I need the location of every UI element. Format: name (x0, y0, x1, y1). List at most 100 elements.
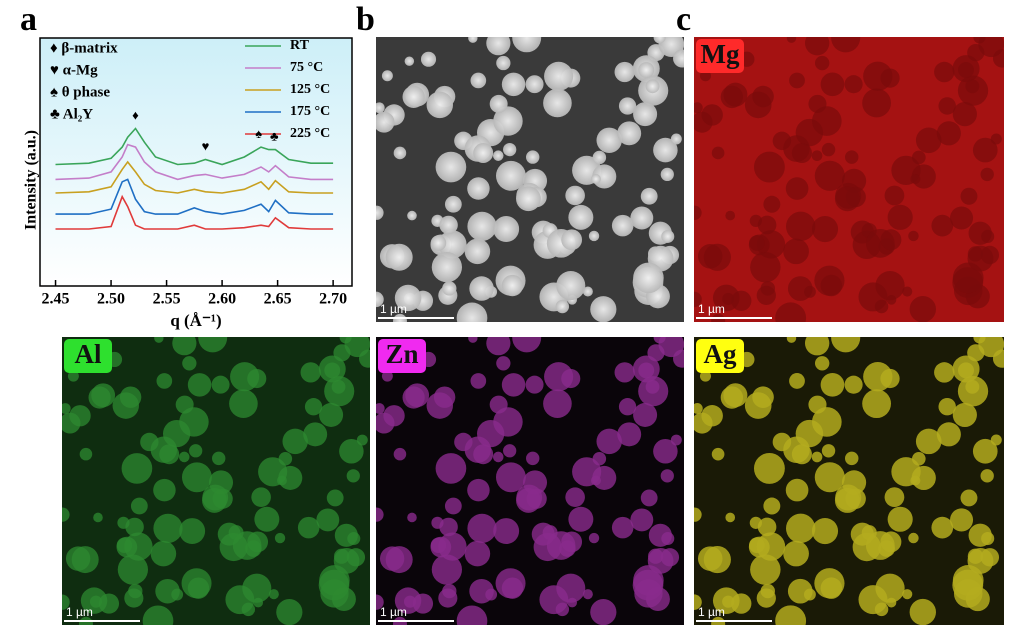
particle (617, 422, 642, 447)
particle (694, 205, 702, 220)
particle (960, 489, 978, 507)
particle (393, 146, 407, 160)
particle (565, 185, 585, 206)
particle (694, 507, 702, 522)
element-label: Mg (701, 39, 740, 69)
particle (319, 565, 350, 596)
particle (438, 532, 467, 561)
particle (670, 133, 682, 145)
particle (670, 434, 682, 446)
particle (359, 349, 370, 368)
particle (750, 251, 781, 283)
particle (744, 91, 772, 119)
particle (402, 85, 425, 109)
particle (596, 428, 622, 455)
data-line (55, 178, 334, 215)
particle (376, 412, 395, 434)
particle (501, 577, 524, 599)
particle (915, 127, 942, 154)
particle (808, 395, 827, 414)
particle (304, 398, 323, 416)
particle (512, 37, 542, 53)
data-line (55, 160, 334, 194)
particle (699, 370, 711, 382)
particle (469, 578, 494, 604)
particle (431, 554, 463, 585)
particle (555, 299, 570, 314)
particle (376, 111, 395, 133)
particle (844, 75, 863, 94)
particle (931, 516, 954, 539)
particle (820, 577, 843, 599)
particle (376, 102, 385, 114)
particle (526, 150, 540, 164)
particles (376, 37, 684, 322)
element-label: Al (75, 339, 102, 369)
particle (756, 532, 786, 561)
particle (753, 151, 785, 183)
particle (582, 589, 593, 600)
legend-label: 175 °C (290, 104, 330, 119)
particle (791, 444, 812, 465)
particle (902, 286, 913, 297)
particle (618, 97, 637, 115)
particle (763, 195, 781, 213)
particle (473, 444, 494, 465)
particle (282, 428, 308, 455)
particle (712, 587, 740, 615)
x-tick-label: 2.45 (42, 291, 70, 308)
x-tick-label: 2.60 (208, 291, 236, 308)
x-axis-label: q (Å⁻¹) (170, 311, 221, 330)
particle (442, 583, 457, 599)
particle (588, 532, 600, 544)
particle (952, 262, 984, 294)
particle (811, 451, 823, 463)
particle (660, 167, 674, 182)
particle (181, 462, 212, 493)
particle (93, 512, 103, 523)
particle (862, 88, 892, 118)
panel-label: a (20, 1, 37, 38)
particle (385, 243, 413, 271)
particle (902, 589, 913, 600)
particle (950, 206, 974, 230)
scale-bar-label: 1 µm (66, 605, 93, 619)
particle (300, 362, 321, 383)
particle (661, 532, 675, 546)
particle (202, 488, 227, 513)
particle (592, 150, 607, 165)
particle (178, 451, 190, 463)
particle (910, 475, 921, 486)
micrograph: Al 1 µm (62, 337, 370, 625)
particle (783, 238, 809, 265)
particle (179, 518, 206, 545)
phase-note: ♣ Al₂Y (50, 106, 93, 122)
particle (493, 407, 523, 437)
peak-marker: ♥ (202, 139, 210, 154)
particle (912, 150, 926, 165)
particle (187, 373, 212, 397)
particle (439, 215, 458, 235)
particle (324, 362, 341, 379)
particle (493, 106, 523, 136)
particle (444, 497, 462, 515)
particle (125, 517, 144, 537)
element-label: Ag (704, 339, 737, 369)
particle (276, 598, 303, 625)
particle (694, 594, 702, 610)
legend-label: 125 °C (290, 82, 330, 97)
y-axis-label: Intensity (a.u.) (23, 130, 40, 230)
particle (711, 447, 725, 461)
particle (473, 143, 494, 163)
particle (435, 453, 467, 484)
particle (633, 262, 664, 294)
particle (909, 296, 936, 322)
particle (493, 216, 520, 242)
particle (915, 428, 942, 455)
particle (278, 451, 293, 466)
particle (973, 37, 986, 44)
particle (251, 487, 271, 507)
particle (254, 506, 280, 532)
particle (590, 296, 617, 322)
particle (638, 62, 655, 78)
